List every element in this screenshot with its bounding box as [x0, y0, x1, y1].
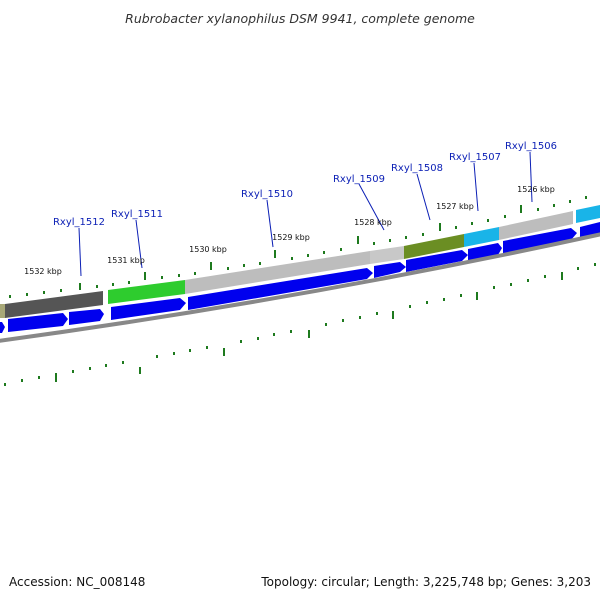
- kbp-label: 1531 kbp: [107, 256, 145, 265]
- cds-arrow: [503, 228, 577, 255]
- genome-summary-text: Topology: circular; Length: 3,225,748 bp…: [260, 575, 591, 589]
- gene-label: Rxyl_1511: [111, 209, 163, 220]
- map-title: Rubrobacter xylanophilus DSM 9941, compl…: [125, 11, 475, 26]
- feature-segment: [5, 291, 103, 318]
- accession-text: Accession: NC_008148: [9, 575, 145, 589]
- kbp-label: 1532 kbp: [24, 267, 62, 276]
- gene-label: Rxyl_1506: [505, 141, 557, 152]
- feature-segment: [108, 280, 185, 304]
- kbp-label: 1528 kbp: [354, 218, 392, 227]
- cds-arrow: [468, 243, 502, 261]
- feature-segment: [0, 304, 5, 318]
- cds-arrow: [8, 313, 68, 332]
- cds-arrow: [188, 268, 373, 310]
- kbp-label: 1530 kbp: [189, 245, 227, 254]
- gene-label: Rxyl_1510: [241, 189, 293, 200]
- cds-arrow: [374, 262, 406, 278]
- gene-leader-lines: [78, 151, 533, 277]
- cds-arrow: [406, 250, 468, 272]
- feature-segment: [464, 227, 499, 247]
- cds-arrow: [69, 309, 104, 325]
- kbp-label: 1529 kbp: [272, 233, 310, 242]
- feature-segment: [370, 246, 404, 264]
- kbp-label: 1527 kbp: [436, 202, 474, 211]
- gene-label: Rxyl_1508: [391, 163, 443, 174]
- inner-tick-ring: [4, 263, 596, 386]
- feature-ring: [0, 205, 600, 318]
- feature-segment: [499, 211, 573, 240]
- feature-segment: [576, 205, 600, 223]
- feature-segment: [404, 234, 464, 259]
- kbp-labels: 1532 kbp 1531 kbp 1530 kbp 1529 kbp 1528…: [24, 185, 555, 276]
- outer-tick-ring: [9, 196, 587, 298]
- gene-label: Rxyl_1509: [333, 174, 385, 185]
- cds-track: [0, 222, 600, 333]
- gene-label: Rxyl_1507: [449, 152, 501, 163]
- kbp-label: 1526 kbp: [517, 185, 555, 194]
- genome-backbone: [0, 232, 600, 343]
- cds-arrow: [111, 298, 186, 320]
- gene-labels: Rxyl_1512 Rxyl_1511 Rxyl_1510 Rxyl_1509 …: [53, 141, 557, 228]
- gene-label: Rxyl_1512: [53, 217, 105, 228]
- feature-segment: [185, 251, 370, 294]
- cds-arrow: [0, 322, 5, 333]
